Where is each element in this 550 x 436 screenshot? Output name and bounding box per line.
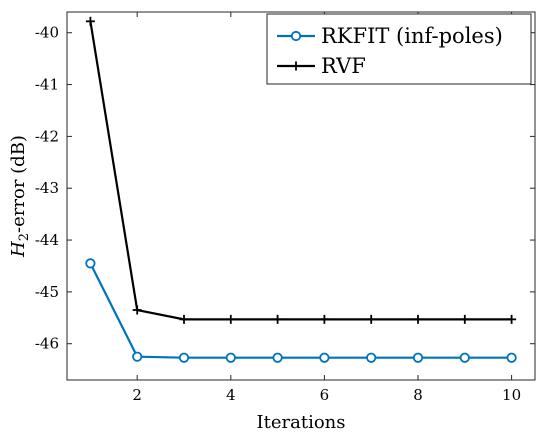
series-line [89,21,512,321]
data-point [179,314,189,324]
data-point [460,314,470,324]
plot-frame [66,11,536,381]
y-axis-label-text: -error (dB) [8,135,29,233]
data-point [132,351,143,362]
y-tick-label: -44 [35,231,59,249]
y-tick-label: -46 [35,335,59,353]
data-point [226,314,236,324]
data-point [85,258,96,269]
tick-layer: 2 4 6 8 10 -40 -41 -42 -43 -44 -45 -46 [35,12,535,404]
data-point [272,352,283,363]
data-point [290,30,302,42]
y-tick-label: -43 [35,179,59,197]
y-axis-label-symbol: H [8,241,29,258]
series-layer [85,16,517,363]
x-tick-label: 6 [320,386,330,404]
data-point [85,16,95,26]
data-point [273,314,283,324]
y-tick-label: -45 [35,283,59,301]
y-tick-label: -41 [35,76,59,94]
data-point [507,314,517,324]
y-tick-label: -42 [35,127,59,145]
x-tick-label: 4 [226,386,236,404]
x-tick-label: 8 [413,386,423,404]
data-point [225,352,236,363]
data-point [291,61,301,71]
x-tick-label: 10 [502,386,521,404]
data-point [459,352,470,363]
data-point [366,352,377,363]
series-line [89,262,512,359]
y-axis-label-subscript: 2 [17,233,32,241]
series-rvf [85,16,517,324]
data-point [413,314,423,324]
y-tick-label: -40 [35,24,59,42]
series-rkfit [85,258,517,363]
x-tick-label: 2 [132,386,142,404]
data-point [178,352,190,363]
data-point [366,314,376,324]
data-point [412,352,424,363]
legend: RKFIT (inf-poles) RVF [266,13,532,85]
y-axis-label: H2-error (dB) [8,135,32,258]
data-point [319,352,330,363]
x-axis-label: Iterations [257,412,346,433]
data-point [506,352,517,363]
data-point [132,305,142,315]
legend-label: RKFIT (inf-poles) [321,24,503,48]
legend-label: RVF [321,54,366,78]
legend-box [266,13,532,85]
data-point [319,314,329,324]
